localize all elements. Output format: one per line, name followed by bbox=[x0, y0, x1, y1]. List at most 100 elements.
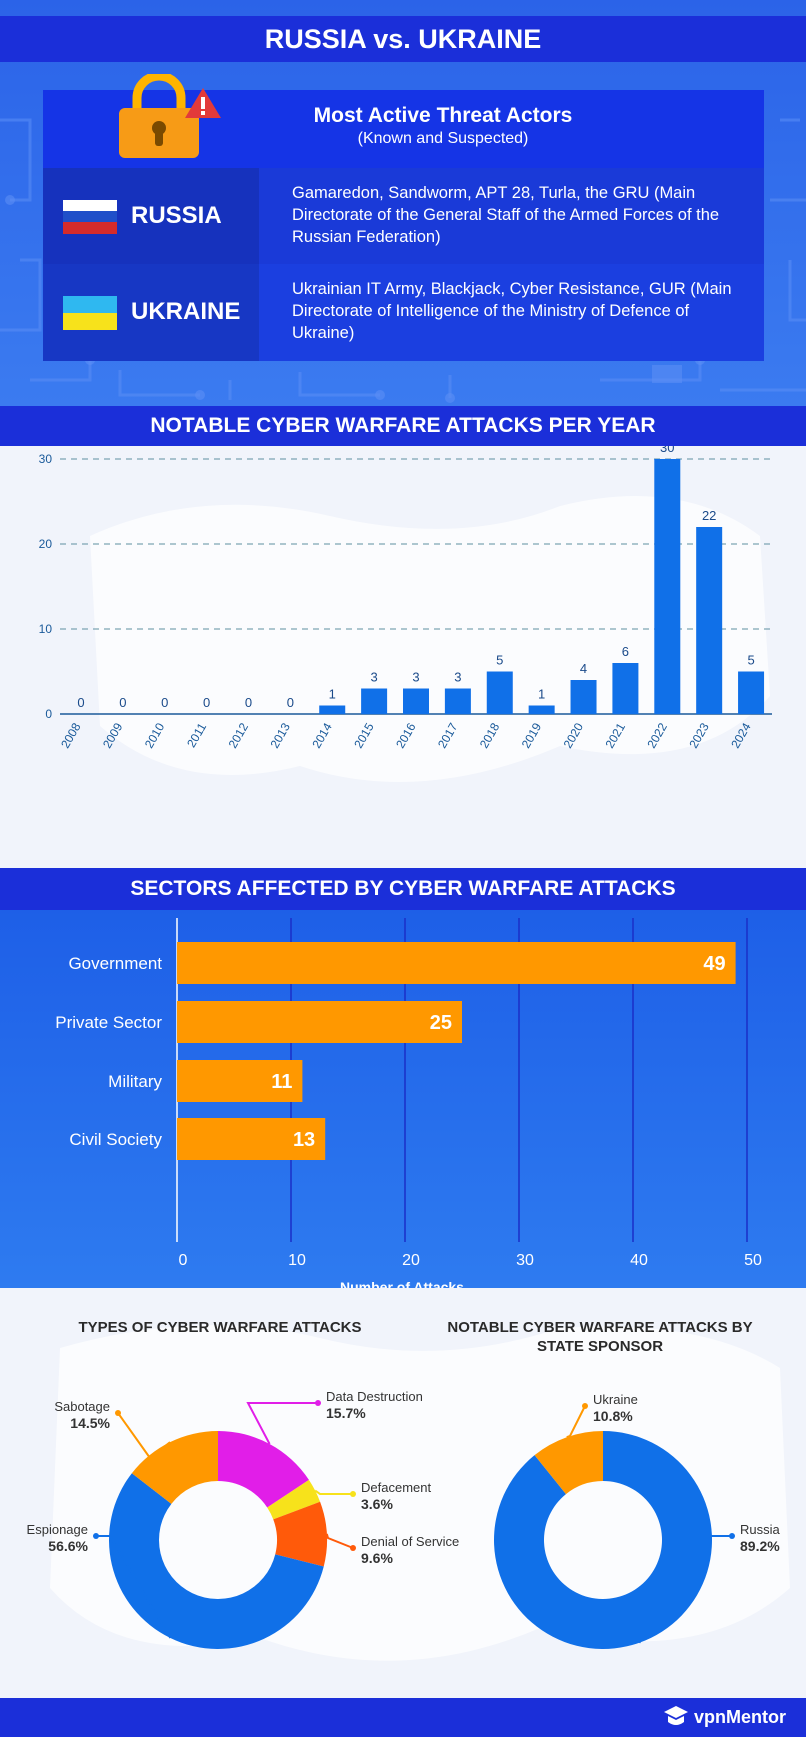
leader-dot bbox=[729, 1533, 735, 1539]
slice-defacement bbox=[267, 1479, 321, 1520]
category-label: Military bbox=[108, 1072, 162, 1091]
slice-data-destruction bbox=[218, 1431, 309, 1508]
ukraine-actors: Ukrainian IT Army, Blackjack, Cyber Resi… bbox=[292, 280, 732, 342]
slice-ukraine bbox=[534, 1431, 603, 1495]
leader-line bbox=[314, 1489, 353, 1495]
data-label: 25 bbox=[430, 1012, 452, 1034]
leader-line bbox=[117, 1412, 171, 1460]
threat-actors-header: Most Active Threat Actors (Known and Sus… bbox=[43, 74, 764, 166]
threat-actors-panel: Most Active Threat Actors (Known and Sus… bbox=[43, 74, 764, 361]
bar-2023 bbox=[696, 527, 723, 714]
threat-actors-title: Most Active Threat Actors bbox=[313, 104, 573, 127]
x-tick-label: 40 bbox=[630, 1252, 648, 1269]
ukraine-flag-icon bbox=[63, 296, 117, 330]
data-label: 5 bbox=[496, 653, 503, 668]
slice-label: Data Destruction bbox=[326, 1389, 423, 1404]
bar-military bbox=[177, 1060, 303, 1102]
bar-2024 bbox=[738, 671, 765, 714]
threat-actors-section: RUSSIA vs. UKRAINE Most Active Threat Ac… bbox=[0, 0, 806, 406]
data-label: 0 bbox=[203, 695, 210, 710]
slice-value: 9.6% bbox=[361, 1550, 393, 1566]
x-tick-label: 50 bbox=[744, 1252, 762, 1269]
bar-2018 bbox=[486, 671, 513, 714]
y-tick-label: 0 bbox=[45, 707, 52, 721]
leader-line bbox=[96, 1535, 172, 1639]
bar-2019 bbox=[528, 705, 555, 714]
bar-civil-society bbox=[177, 1118, 326, 1160]
y-tick-label: 30 bbox=[39, 452, 53, 466]
slice-sabotage bbox=[131, 1431, 218, 1504]
footer: vpnMentor bbox=[0, 1698, 806, 1737]
slice-label: Espionage bbox=[27, 1522, 88, 1537]
data-label: 3 bbox=[412, 670, 419, 685]
category-label: Civil Society bbox=[69, 1130, 162, 1149]
ukraine-row: UKRAINE Ukrainian IT Army, Blackjack, Cy… bbox=[43, 264, 764, 361]
bar-2016 bbox=[403, 688, 429, 714]
leader-dot bbox=[315, 1400, 321, 1406]
bar-private-sector bbox=[177, 1001, 462, 1043]
bar-2014 bbox=[319, 705, 346, 714]
data-label: 49 bbox=[703, 953, 725, 975]
sectors-chart: 0 10 20 30 40 50 Government 49 Private Sector 25 M… bbox=[55, 918, 762, 1288]
slice-value: 14.5% bbox=[70, 1415, 110, 1431]
x-tick-label: 0 bbox=[179, 1252, 188, 1269]
ukraine-label: UKRAINE bbox=[131, 298, 241, 325]
data-label: 3 bbox=[454, 670, 461, 685]
slice-label: Russia bbox=[740, 1522, 781, 1537]
vpnmentor-logo-icon bbox=[664, 1706, 688, 1725]
slice-label: Sabotage bbox=[54, 1399, 110, 1414]
russia-row: RUSSIA Gamaredon, Sandworm, APT 28, Turl… bbox=[43, 168, 764, 265]
leader-dot bbox=[93, 1533, 99, 1539]
attack-types-title: TYPES OF CYBER WARFARE ATTACKS bbox=[78, 1319, 362, 1336]
leader-line bbox=[566, 1405, 586, 1439]
bar-2015 bbox=[361, 688, 388, 714]
x-tick-label: 20 bbox=[402, 1252, 420, 1269]
sectors-section: SECTORS AFFECTED BY CYBER WARFARE ATTACK… bbox=[0, 868, 806, 1288]
leader-dot bbox=[350, 1545, 356, 1551]
bar-government bbox=[177, 942, 736, 984]
data-label: 4 bbox=[580, 661, 587, 676]
data-label: 0 bbox=[245, 695, 252, 710]
x-tick-label: 30 bbox=[516, 1252, 534, 1269]
slice-value: 3.6% bbox=[361, 1496, 393, 1512]
leader-line bbox=[246, 1402, 318, 1445]
map-background bbox=[90, 496, 770, 782]
data-label: 5 bbox=[747, 653, 754, 668]
leader-dot bbox=[582, 1403, 588, 1409]
leader-line bbox=[325, 1533, 354, 1549]
slice-russia bbox=[494, 1431, 713, 1649]
data-label: 0 bbox=[119, 695, 126, 710]
attacks-per-year-section: NOTABLE CYBER WARFARE ATTACKS PER YEAR 0… bbox=[0, 406, 806, 868]
attacks-per-year-chart: 0102030020080200902010020110201202013120… bbox=[39, 446, 772, 782]
padlock-warning-icon bbox=[119, 74, 221, 158]
data-label: 3 bbox=[371, 670, 378, 685]
slice-espionage bbox=[109, 1473, 324, 1649]
leader-line bbox=[638, 1535, 732, 1644]
category-label: Private Sector bbox=[55, 1013, 162, 1032]
data-label: 1 bbox=[538, 687, 545, 702]
slice-value: 15.7% bbox=[326, 1405, 366, 1421]
russia-actors: Gamaredon, Sandworm, APT 28, Turla, the … bbox=[292, 184, 720, 246]
data-label: 0 bbox=[287, 695, 294, 710]
bar-2022 bbox=[654, 459, 681, 714]
y-tick-label: 20 bbox=[39, 537, 53, 551]
data-label: 30 bbox=[660, 446, 674, 455]
russia-flag-icon bbox=[63, 200, 117, 234]
data-label: 0 bbox=[161, 695, 168, 710]
map-background-pies bbox=[50, 1325, 790, 1661]
data-label: 11 bbox=[271, 1071, 292, 1093]
leader-dot bbox=[350, 1491, 356, 1497]
x-tick-label: 10 bbox=[288, 1252, 306, 1269]
main-title: RUSSIA vs. UKRAINE bbox=[0, 16, 806, 62]
data-label: 13 bbox=[293, 1129, 315, 1151]
slice-value: 10.8% bbox=[593, 1408, 633, 1424]
y-tick-label: 10 bbox=[39, 622, 53, 636]
category-label: Government bbox=[68, 954, 162, 973]
slice-label: Ukraine bbox=[593, 1392, 638, 1407]
data-label: 22 bbox=[702, 508, 716, 523]
bar-2017 bbox=[444, 688, 471, 714]
pie-charts-section: TYPES OF CYBER WARFARE ATTACKS NOTABLE C… bbox=[0, 1288, 806, 1698]
state-sponsor-title: NOTABLE CYBER WARFARE ATTACKS BY STATE S… bbox=[447, 1319, 753, 1355]
vpnmentor-logo: vpnMentor bbox=[664, 1706, 786, 1728]
